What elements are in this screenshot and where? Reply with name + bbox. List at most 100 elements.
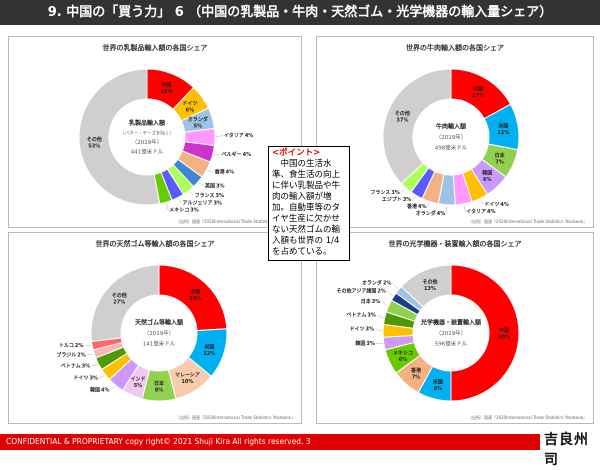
slice-label-name: ベトナム (61, 364, 81, 370)
slice-value: 4% (245, 133, 254, 139)
slice-value: 37% (396, 117, 408, 123)
leader-line (207, 170, 213, 172)
leader-line (178, 198, 181, 203)
slice-label: 香港4% (214, 169, 235, 176)
center-title: 天然ゴム等輸入額 (135, 319, 183, 327)
leader-line (387, 291, 393, 296)
slice-label-name: 韓国 (482, 170, 492, 177)
logo: 吉良州司 (544, 430, 600, 450)
slice-value: 2% (377, 288, 386, 294)
center-total: 596億米ドル (435, 340, 468, 348)
slice-value: 3% (391, 190, 400, 196)
slice-label-name: その他 (87, 136, 102, 143)
slice-label-name: その他 (112, 292, 127, 299)
slice-label: トルコ2% (59, 343, 83, 349)
leader-line (401, 189, 406, 193)
slice-label-name: フランス (370, 190, 390, 196)
center-title: 乳製品輸入額 (129, 119, 165, 127)
slice-label-name: ベトナム (346, 312, 366, 318)
slice-value: 12% (203, 351, 215, 357)
slice-label-name: イタリア (466, 208, 486, 215)
slice-label: イタリア4% (466, 208, 495, 215)
slice-value: 2% (77, 352, 86, 358)
slice-value: 53% (88, 143, 100, 149)
center-year: （2019年） (132, 138, 163, 146)
leader-line (375, 329, 382, 331)
slice-label: 日本3% (361, 298, 381, 305)
slice-label-name: 中国 (190, 288, 200, 295)
slice-label-name: その他 (395, 110, 410, 117)
slice-label-name: 香港 (410, 367, 422, 374)
slice-value: 5% (194, 124, 203, 130)
slice-label-name: イタリア (224, 132, 244, 139)
slice-label: ドイツ3% (73, 376, 98, 382)
slice-value: 3% (213, 201, 222, 207)
slice-label: フランス3% (195, 193, 224, 199)
source-note: （出所）国連『2020International Trade Statistic… (468, 415, 587, 421)
leader-line (392, 283, 397, 289)
slice-label-name: 日本 (361, 298, 372, 305)
slice-label-name: トルコ (59, 343, 74, 349)
leader-line (412, 196, 416, 199)
slice-value: 6% (399, 357, 408, 363)
slice-value: 5% (134, 383, 143, 389)
slice-value: 4% (487, 209, 496, 215)
center-total: 498億米ドル (435, 144, 468, 152)
slice-label: イタリア4% (224, 132, 253, 139)
point-body: 中国の生活水準、食生活の向上に伴い乳製品や牛肉の輸入額が増加。自動車等のタイヤ生… (272, 159, 346, 258)
slice-label-name: その他 (422, 278, 437, 285)
slice-label-name: 米国 (498, 123, 508, 130)
slice-label: 韓国3% (355, 340, 375, 347)
slice-label-name: アルジェリア (183, 201, 213, 207)
slice-label: エジプト3% (382, 196, 412, 203)
slice-value: 4% (437, 211, 446, 217)
slice-label-name: 韓国 (90, 387, 100, 394)
slice-label-name: インド (130, 377, 145, 383)
slice-value: 50% (498, 335, 510, 341)
slice-label: メキシコ3% (169, 208, 199, 214)
center-year: （2019年） (144, 329, 175, 337)
slice-label-name: マレーシア (175, 373, 200, 379)
footer-copyright: CONFIDENTIAL & PROPRIETARY copy right© 2… (0, 434, 540, 450)
slice-label-name: 米国 (204, 343, 214, 350)
slice-value: 3% (215, 193, 224, 199)
slice-label: その他アジア諸国2% (337, 287, 386, 294)
slice-value: 3% (89, 376, 98, 382)
slice-value: 4% (243, 152, 252, 158)
slice-label-name: ドイツ (182, 101, 197, 107)
slice-label-name: 日本 (495, 152, 506, 159)
point-heading: <ポイント> (272, 148, 346, 159)
leader-line (166, 203, 168, 210)
center-year: （2019年） (436, 329, 467, 337)
slice-label: ベルギー4% (222, 151, 252, 158)
slice-label-name: オランダ (362, 280, 382, 287)
slice-label-name: 中国 (473, 85, 483, 92)
leader-line (189, 192, 193, 196)
slice-value: 8% (434, 386, 443, 392)
slice-value: 3% (372, 299, 381, 305)
slice-value: 12% (161, 89, 173, 95)
source-note: （出所）国連『2020International Trade Statistic… (468, 219, 587, 225)
center-title: 牛肉輸入額 (436, 123, 466, 131)
slice-label-name: 日本 (154, 380, 165, 387)
slice-value: 24% (189, 296, 201, 302)
slice-label-name: 韓国 (355, 340, 365, 347)
slice-value: 3% (403, 197, 412, 203)
slice-label: オランダ2% (362, 280, 392, 287)
slice-label-name: エジプト (382, 196, 402, 203)
leader-line (377, 315, 384, 318)
center-total: 141億米ドル (143, 340, 176, 348)
